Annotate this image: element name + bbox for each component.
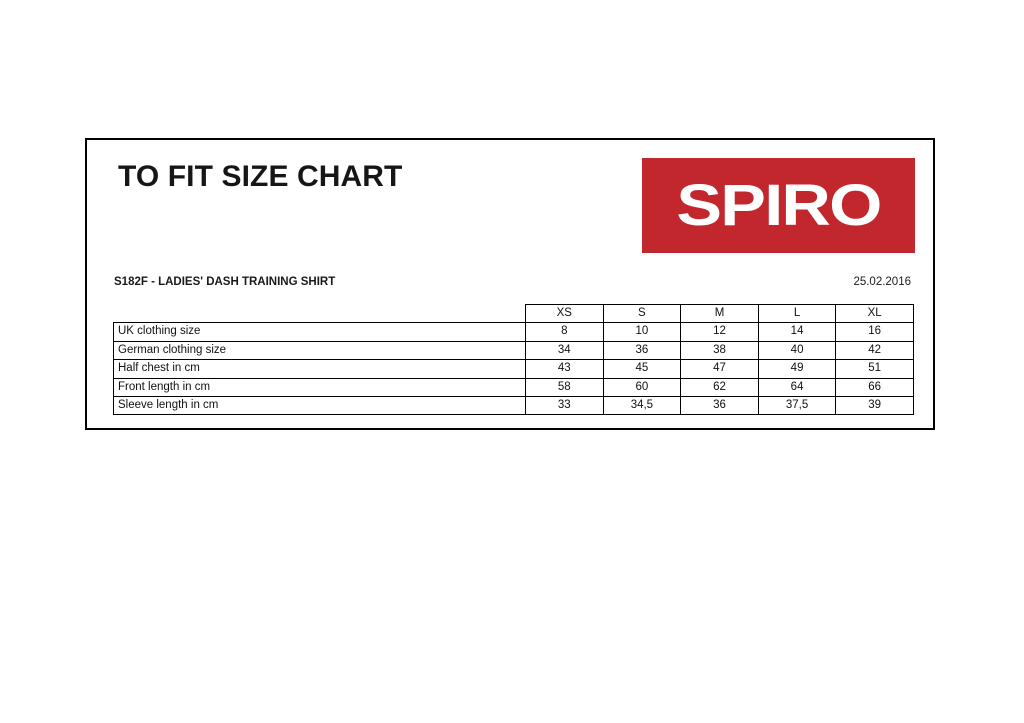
column-header-s: S (602, 303, 682, 324)
table-row: Front length in cm 58 60 62 64 66 (113, 377, 914, 398)
cell-value: 45 (602, 359, 682, 379)
cell-value: 8 (525, 322, 604, 342)
table-header-row: XS S M L XL (114, 303, 914, 324)
table-corner-cell (114, 305, 526, 323)
page-title: TO FIT SIZE CHART (118, 160, 403, 193)
cell-value: 58 (525, 377, 604, 398)
cell-value: 47 (680, 359, 759, 379)
row-label: Half chest in cm (113, 359, 526, 379)
size-table: XS S M L XL UK clothing size 8 10 12 14 … (113, 303, 914, 416)
row-label: Sleeve length in cm (113, 396, 526, 416)
cell-value: 43 (525, 359, 604, 379)
row-label: Front length in cm (113, 377, 526, 398)
table-row: UK clothing size 8 10 12 14 16 (113, 322, 914, 342)
column-header-xl: XL (835, 303, 914, 324)
brand-logo: SPIRO (642, 158, 915, 253)
table-row: Sleeve length in cm 33 34,5 36 37,5 39 (113, 396, 914, 416)
table-row: German clothing size 34 36 38 40 42 (113, 340, 914, 361)
cell-value: 42 (835, 340, 914, 361)
cell-value: 51 (835, 359, 914, 379)
table-row: Half chest in cm 43 45 47 49 51 (113, 359, 914, 379)
row-label: UK clothing size (113, 322, 526, 342)
cell-value: 36 (680, 396, 759, 416)
cell-value: 16 (835, 322, 914, 342)
cell-value: 64 (757, 377, 837, 398)
cell-value: 33 (525, 396, 604, 416)
cell-value: 62 (680, 377, 759, 398)
brand-logo-text: SPIRO (676, 172, 882, 238)
cell-value: 36 (602, 340, 682, 361)
column-header-m: M (680, 303, 759, 324)
cell-value: 40 (757, 340, 837, 361)
cell-value: 60 (602, 377, 682, 398)
row-label: German clothing size (113, 340, 526, 361)
cell-value: 38 (680, 340, 759, 361)
cell-value: 12 (680, 322, 759, 342)
cell-value: 34 (525, 340, 604, 361)
product-name: S182F - LADIES' DASH TRAINING SHIRT (114, 276, 336, 288)
column-header-l: L (757, 303, 837, 324)
column-header-xs: XS (525, 303, 604, 324)
chart-date: 25.02.2016 (853, 276, 911, 288)
size-chart-frame: TO FIT SIZE CHART SPIRO S182F - LADIES' … (85, 138, 935, 430)
cell-value: 66 (835, 377, 914, 398)
cell-value: 34,5 (602, 396, 682, 416)
cell-value: 49 (757, 359, 837, 379)
cell-value: 37,5 (757, 396, 837, 416)
cell-value: 10 (602, 322, 682, 342)
cell-value: 14 (757, 322, 837, 342)
cell-value: 39 (835, 396, 914, 416)
